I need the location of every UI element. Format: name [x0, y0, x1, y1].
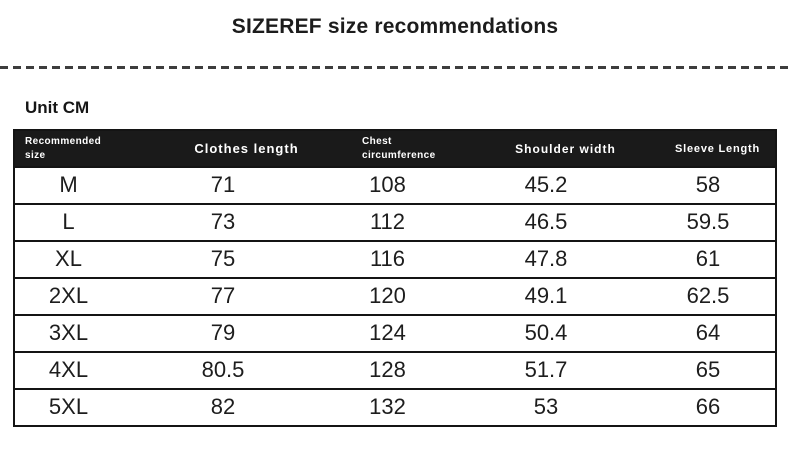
cell-size: 2XL: [13, 277, 122, 316]
page-title: SIZEREF size recommendations: [231, 15, 559, 38]
cell-shoulder-width: 45.2: [451, 166, 641, 205]
cell-size: 5XL: [13, 388, 122, 427]
table-row: XL 75 116 47.8 61: [13, 240, 777, 279]
table-row: 2XL 77 120 49.1 62.5: [13, 277, 777, 316]
cell-clothes-length: 79: [122, 314, 324, 353]
column-header-shoulder-width: Shoulder width: [451, 129, 641, 168]
size-table: Recommended size Clothes length Chest ci…: [13, 129, 777, 427]
cell-clothes-length: 75: [122, 240, 324, 279]
cell-clothes-length: 73: [122, 203, 324, 242]
cell-clothes-length: 80.5: [122, 351, 324, 390]
cell-size: XL: [13, 240, 122, 279]
cell-clothes-length: 77: [122, 277, 324, 316]
column-header-chest-circumference: Chest circumference: [324, 129, 451, 168]
column-header-recommended-size: Recommended size: [13, 129, 122, 168]
cell-shoulder-width: 50.4: [451, 314, 641, 353]
column-header-sleeve-length: Sleeve Length: [641, 129, 777, 168]
table-header-row: Recommended size Clothes length Chest ci…: [13, 129, 777, 168]
table-body: M 71 108 45.2 58 L 73 112 46.5 59.5 XL 75 116 47.8 61 2…: [13, 166, 777, 427]
cell-sleeve-length: 62.5: [641, 277, 777, 316]
cell-sleeve-length: 58: [641, 166, 777, 205]
cell-sleeve-length: 61: [641, 240, 777, 279]
cell-chest-circumference: 108: [324, 166, 451, 205]
table-row: 5XL 82 132 53 66: [13, 388, 777, 427]
cell-chest-circumference: 132: [324, 388, 451, 427]
cell-size: M: [13, 166, 122, 205]
cell-shoulder-width: 46.5: [451, 203, 641, 242]
cell-sleeve-length: 59.5: [641, 203, 777, 242]
cell-shoulder-width: 49.1: [451, 277, 641, 316]
cell-chest-circumference: 128: [324, 351, 451, 390]
column-header-clothes-length: Clothes length: [122, 129, 324, 168]
table-row: L 73 112 46.5 59.5: [13, 203, 777, 242]
cell-shoulder-width: 47.8: [451, 240, 641, 279]
cell-sleeve-length: 65: [641, 351, 777, 390]
cell-shoulder-width: 51.7: [451, 351, 641, 390]
cell-clothes-length: 71: [122, 166, 324, 205]
cell-shoulder-width: 53: [451, 388, 641, 427]
cell-sleeve-length: 66: [641, 388, 777, 427]
unit-label: Unit CM: [25, 98, 90, 117]
table-row: 3XL 79 124 50.4 64: [13, 314, 777, 353]
cell-size: 3XL: [13, 314, 122, 353]
cell-size: L: [13, 203, 122, 242]
cell-sleeve-length: 64: [641, 314, 777, 353]
cell-chest-circumference: 120: [324, 277, 451, 316]
cell-chest-circumference: 116: [324, 240, 451, 279]
table-row: M 71 108 45.2 58: [13, 166, 777, 205]
cell-chest-circumference: 112: [324, 203, 451, 242]
table-header: Recommended size Clothes length Chest ci…: [13, 129, 777, 168]
table-row: 4XL 80.5 128 51.7 65: [13, 351, 777, 390]
cell-chest-circumference: 124: [324, 314, 451, 353]
cell-clothes-length: 82: [122, 388, 324, 427]
cell-size: 4XL: [13, 351, 122, 390]
dashed-divider: [0, 66, 790, 69]
